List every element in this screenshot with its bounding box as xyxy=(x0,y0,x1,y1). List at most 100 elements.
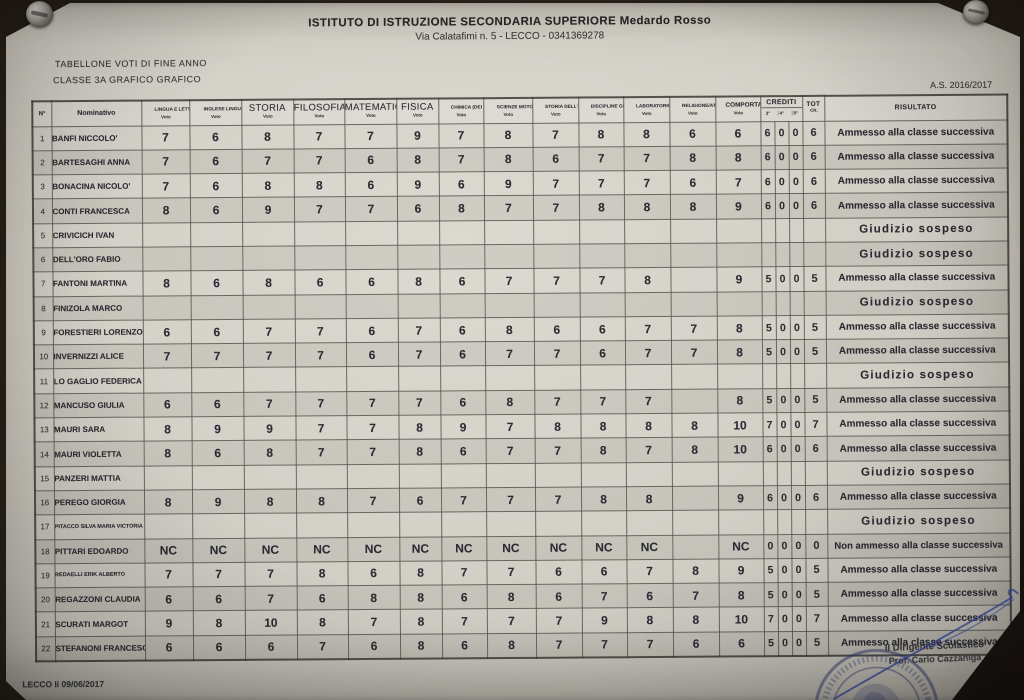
vote-cell: 8 xyxy=(716,339,763,365)
vote-cell xyxy=(534,365,581,391)
vote-cell: 7 xyxy=(293,148,345,174)
vote-cell: 7 xyxy=(626,559,673,584)
vote-cell xyxy=(398,366,441,392)
vote-cell: 8 xyxy=(483,147,533,172)
school-header: ISTITUTO DI ISTRUZIONE SECONDARIA SUPERI… xyxy=(6,12,1020,45)
total-credits-cell xyxy=(803,217,826,243)
vote-cell: 7 xyxy=(485,438,535,464)
row-number: 17 xyxy=(35,514,55,540)
col-header-subject: COMPORTAMENTO Voto xyxy=(715,96,761,122)
vote-cell: 6 xyxy=(189,124,242,150)
vote-cell: 7 xyxy=(581,583,627,609)
credit-cell xyxy=(790,363,805,389)
row-number: 8 xyxy=(33,296,53,321)
vote-cell: 7 xyxy=(534,486,582,512)
total-credits-cell: 6 xyxy=(802,169,825,194)
vote-cell xyxy=(346,366,399,392)
vote-cell: 8 xyxy=(718,582,764,608)
vote-cell: 7 xyxy=(293,124,345,149)
credit-cell: 5 xyxy=(761,315,776,340)
vote-cell: 8 xyxy=(626,607,673,633)
vote-cell xyxy=(142,222,191,248)
vote-cell: 7 xyxy=(485,487,536,512)
vote-cell xyxy=(190,222,243,247)
vote-cell xyxy=(144,513,193,539)
vote-cell xyxy=(670,267,717,292)
vote-cell: 7 xyxy=(295,391,347,417)
student-name: CRIVICICH IVAN xyxy=(52,222,143,248)
vote-cell xyxy=(347,512,400,538)
vote-cell: 6 xyxy=(191,440,244,466)
vote-cell: 8 xyxy=(397,269,440,294)
vote-cell: 7 xyxy=(141,125,190,150)
col-header-subject: MATEMATICA Voto xyxy=(344,98,397,125)
vote-cell xyxy=(625,364,672,390)
vote-cell: 8 xyxy=(296,610,348,635)
vote-cell: 8 xyxy=(623,121,670,147)
credit-cell: 0 xyxy=(763,534,778,559)
credit-cell: 0 xyxy=(775,339,791,365)
student-name: MANCUSO GIULIA xyxy=(53,392,144,418)
vote-cell xyxy=(439,293,485,318)
result-cell: Giudizio sospeso xyxy=(825,216,1009,243)
vote-cell: 8 xyxy=(534,414,581,439)
vote-cell: 7 xyxy=(623,146,670,171)
student-name: BARTESAGHI ANNA xyxy=(51,149,142,175)
vote-cell xyxy=(397,244,440,270)
credit-cell: 0 xyxy=(790,388,805,413)
credit-cell: 0 xyxy=(789,266,804,292)
vote-cell xyxy=(346,463,399,489)
vote-cell xyxy=(533,292,580,318)
vote-cell: 7 xyxy=(534,438,581,463)
row-number: 1 xyxy=(32,126,52,151)
vote-cell: 7 xyxy=(624,316,671,341)
vote-cell: 10 xyxy=(718,607,764,632)
vote-cell: 7 xyxy=(579,267,625,293)
credit-cell: 0 xyxy=(788,120,803,146)
vote-cell xyxy=(397,220,440,246)
vote-cell: 6 xyxy=(581,559,627,585)
vote-cell xyxy=(580,462,626,487)
credit-cell xyxy=(761,291,776,316)
vote-cell: 7 xyxy=(243,391,296,417)
vote-cell: 7 xyxy=(142,343,192,369)
vote-cell: 7 xyxy=(294,318,346,344)
vote-cell xyxy=(441,511,487,537)
vote-cell: 7 xyxy=(486,560,536,585)
vote-cell xyxy=(142,246,191,272)
vote-cell: 9 xyxy=(717,485,764,511)
vote-cell: 6 xyxy=(345,318,398,343)
row-number: 12 xyxy=(34,393,54,418)
row-number: 4 xyxy=(32,199,53,224)
vote-cell xyxy=(486,511,536,537)
credit-cell xyxy=(789,218,804,243)
row-number: 14 xyxy=(34,442,54,467)
vote-cell: 7 xyxy=(534,389,581,415)
vote-cell: 7 xyxy=(485,414,535,440)
vote-cell: 10 xyxy=(244,610,297,636)
vote-cell: 7 xyxy=(578,170,624,196)
credit-cell: 0 xyxy=(775,315,790,340)
vote-cell xyxy=(294,245,346,271)
result-cell: Ammesso alla classe successiva xyxy=(826,386,1010,413)
class-label: CLASSE 3A GRAFICO GRAFICO xyxy=(53,74,202,86)
vote-cell: 8 xyxy=(716,315,762,341)
vote-cell xyxy=(671,486,719,511)
vote-cell: 8 xyxy=(580,413,626,439)
credit-cell: 0 xyxy=(790,436,805,462)
result-cell: Giudizio sospeso xyxy=(826,362,1010,389)
vote-cell xyxy=(670,291,717,317)
vote-cell: 7 xyxy=(347,609,400,635)
vote-cell: 9 xyxy=(581,608,627,633)
credit-cell xyxy=(775,218,790,243)
vote-cell: 8 xyxy=(192,610,245,636)
result-cell: Ammesso alla classe successiva xyxy=(825,265,1009,291)
vote-cell: NC xyxy=(347,536,400,562)
vote-cell xyxy=(242,221,295,247)
credit-cell: 0 xyxy=(789,339,805,365)
vote-cell: 10 xyxy=(717,437,763,462)
student-name: PANZERI MATTIA xyxy=(53,465,144,491)
credit-cell xyxy=(777,509,792,535)
vote-cell xyxy=(242,294,295,320)
